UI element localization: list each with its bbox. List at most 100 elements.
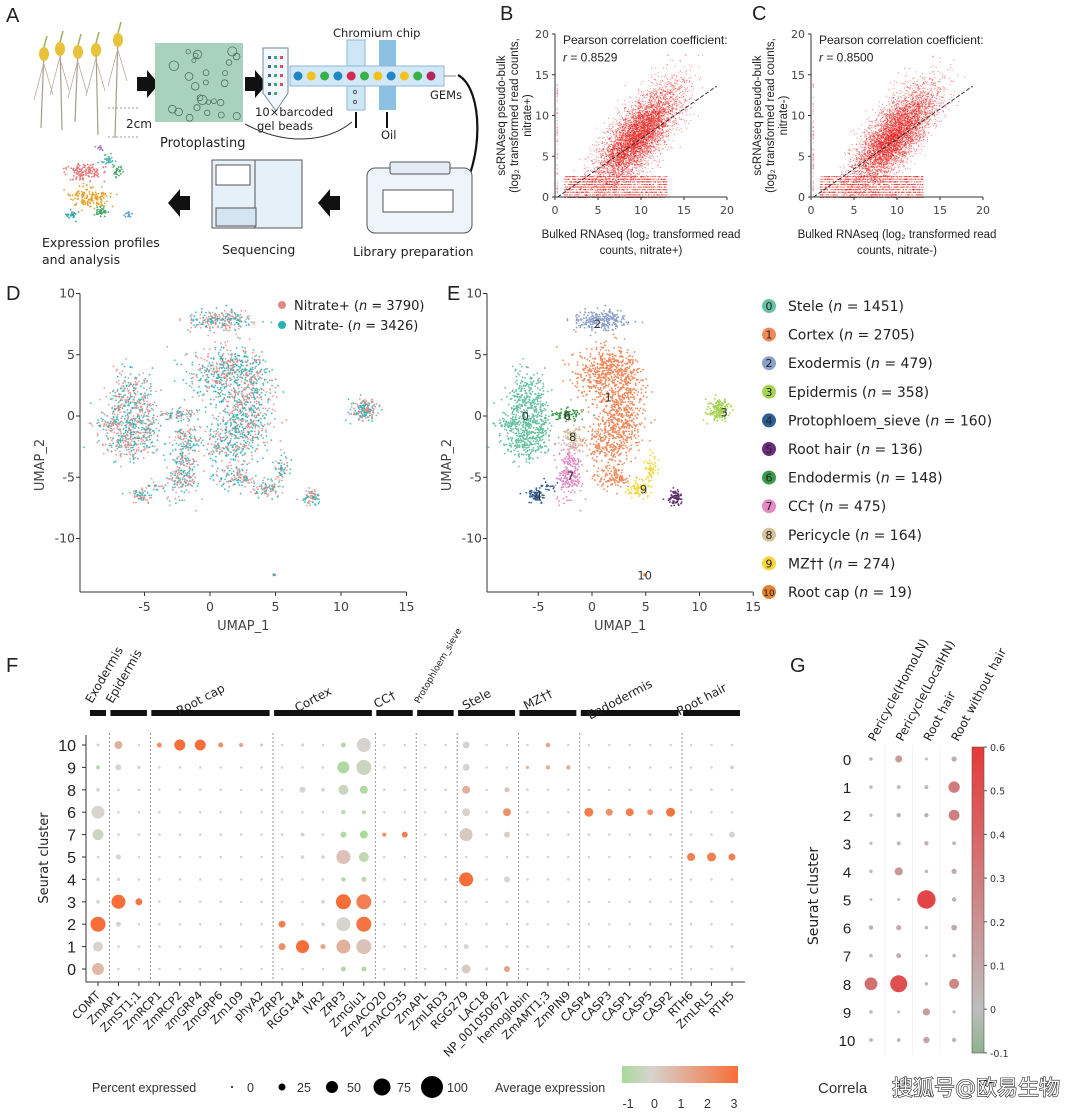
expression-profile-point (75, 220, 77, 222)
gel-bead (268, 56, 271, 59)
scatter-point (601, 192, 602, 193)
scatter-point (667, 149, 668, 150)
scatter-point (669, 105, 670, 106)
scatter-point (655, 74, 656, 75)
expression-profile-point (111, 157, 113, 159)
scatter-point (587, 167, 588, 168)
seedling-root (41, 50, 44, 128)
gel-bead (280, 65, 283, 68)
expression-profiles-label: Expression profiles (42, 235, 160, 250)
expression-profile-point (94, 196, 96, 198)
scatter-point (623, 139, 624, 140)
scatter-point (601, 156, 602, 157)
scatter-point (605, 189, 606, 190)
scatter-point (651, 127, 652, 128)
scatter-point (623, 142, 624, 143)
scatter-point (615, 158, 616, 159)
scatter-point (642, 160, 643, 161)
scatter-point (666, 113, 667, 114)
expression-profile-point (120, 167, 122, 169)
scatter-point (636, 194, 637, 195)
scatter-point (638, 157, 639, 158)
sequencing-label: Sequencing (222, 242, 295, 257)
scatter-point (629, 97, 630, 98)
scatter-point (653, 116, 654, 117)
expression-profile-point (91, 172, 93, 174)
scatter-point (641, 171, 642, 172)
scatter-point (572, 184, 573, 185)
scatter-point (656, 194, 657, 195)
scatter-point (584, 173, 585, 174)
scatter-point (675, 97, 676, 98)
scatter-point (621, 167, 622, 168)
scatter-point (615, 133, 616, 134)
scatter-point (610, 139, 611, 140)
scatter-point (684, 99, 685, 100)
scatter-point (612, 189, 613, 190)
expression-profile-point (98, 203, 100, 205)
shoot (96, 32, 99, 43)
expression-profile-point (97, 196, 99, 198)
expression-profile-point (118, 166, 120, 168)
expression-profile-point (110, 193, 112, 195)
expression-profile-point (89, 193, 91, 195)
expression-profile-point (79, 185, 81, 187)
expression-profile-point (100, 146, 102, 148)
scatter-point (656, 83, 657, 84)
scatter-point (634, 158, 635, 159)
scatter-point (662, 87, 663, 88)
scatter-point (574, 192, 575, 193)
scatter-point (605, 156, 606, 157)
scatter-point (605, 168, 606, 169)
scatter-point (667, 91, 668, 92)
scatter-point (609, 170, 610, 171)
scatter-point (667, 55, 668, 56)
expression-profiles-label: and analysis (42, 252, 120, 267)
scatter-point (672, 90, 673, 91)
gel-bead (268, 74, 271, 77)
expression-profile-point (100, 212, 102, 214)
scatter-point (601, 162, 602, 163)
scatter-point (669, 83, 670, 84)
gems-label: GEMs (430, 88, 462, 102)
scatter-point (638, 131, 639, 132)
seedling-lateral-root (78, 62, 87, 93)
scatter-point (677, 98, 678, 99)
seedling-root (96, 46, 98, 135)
scatter-point (660, 139, 661, 140)
scatter-point (619, 159, 620, 160)
gel-bead (274, 56, 277, 59)
scatter-point (619, 127, 620, 128)
scatter-point (667, 192, 668, 193)
scatter-point (566, 188, 567, 189)
scatter-point (620, 127, 621, 128)
gem-droplet (427, 72, 436, 81)
scatter-point (661, 118, 662, 119)
sequencer-screen (216, 165, 250, 185)
scatter-point (628, 115, 629, 116)
scatter-point (654, 91, 655, 92)
scatter-point (623, 179, 624, 180)
scatter-point (618, 112, 619, 113)
scatter-point (648, 194, 649, 195)
scatter-point (606, 143, 607, 144)
expression-profile-point (103, 205, 105, 207)
scatter-point (621, 192, 622, 193)
scatter-point (624, 181, 625, 182)
scatter-point (600, 194, 601, 195)
scatter-point (604, 146, 605, 147)
scatter-point (642, 145, 643, 146)
scatter-point (661, 122, 662, 123)
scatter-point (632, 153, 633, 154)
expression-profile-point (122, 171, 124, 173)
expression-profile-point (86, 184, 88, 186)
expression-profile-point (72, 194, 74, 196)
scatter-point (655, 111, 656, 112)
expression-profile-point (96, 206, 98, 208)
scatter-point (576, 176, 577, 177)
scatter-point (640, 179, 641, 180)
scatter-point (669, 82, 670, 83)
scatter-point (594, 194, 595, 195)
scatter-point (675, 121, 676, 122)
scatter-point (608, 138, 609, 139)
